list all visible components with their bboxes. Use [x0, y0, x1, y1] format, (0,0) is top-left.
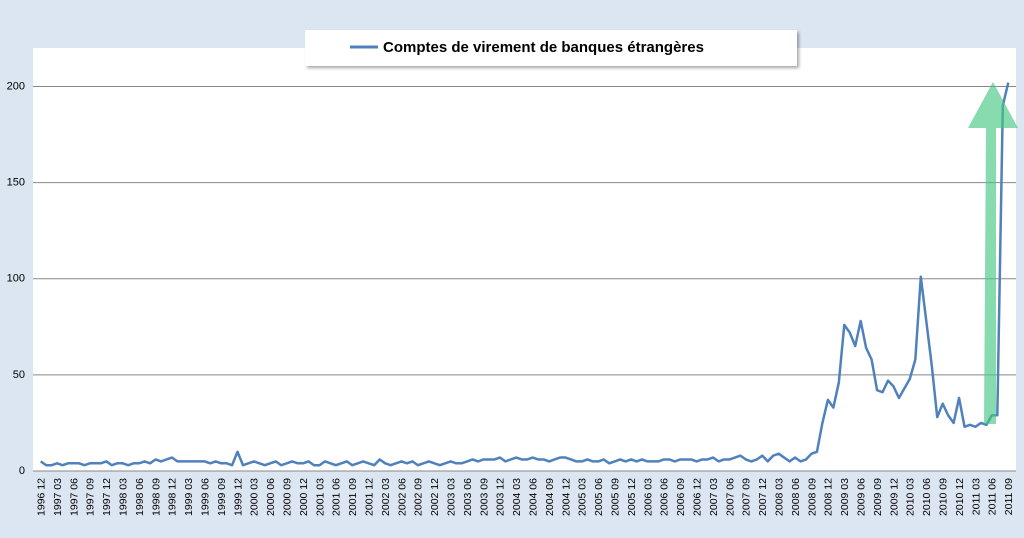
x-tick-label: 2000 06 [265, 478, 277, 516]
x-tick-label: 2000 12 [298, 478, 310, 516]
x-tick-label: 2007 03 [708, 478, 720, 516]
x-tick-label: 2003 06 [462, 478, 474, 516]
x-tick-label: 1999 03 [183, 478, 195, 516]
x-tick-label: 2003 12 [495, 478, 507, 516]
x-tick-label: 2003 03 [445, 478, 457, 516]
x-tick-label: 2008 03 [773, 478, 785, 516]
x-tick-label: 2002 06 [396, 478, 408, 516]
y-tick-label: 150 [7, 176, 25, 188]
data-line [40, 82, 1010, 467]
x-tick-label: 2001 12 [363, 478, 375, 516]
legend-label: Comptes de virement de banques étrangère… [383, 39, 704, 56]
x-tick-label: 2006 03 [642, 478, 654, 516]
x-tick-label: 2011 06 [987, 478, 999, 515]
x-tick-label: 1998 03 [118, 478, 130, 516]
x-tick-label: 2010 03 [905, 478, 917, 516]
x-tick-label: 2001 09 [347, 478, 359, 516]
labels: 0 50 100 150 200 1996 12 1997 03 1997 06 1997 09… [7, 80, 1015, 516]
x-tick-label: 2006 12 [691, 478, 703, 516]
x-tick-label: 2002 12 [429, 478, 441, 516]
x-tick-label: 2008 09 [806, 478, 818, 516]
x-tick-label: 2000 03 [249, 478, 261, 516]
x-tick-label: 2011 09 [1003, 478, 1015, 515]
x-tick-label: 2001 06 [331, 478, 343, 516]
x-tick-label: 1998 09 [150, 478, 162, 516]
x-tick-label: 1997 03 [52, 478, 64, 516]
x-tick-label: 1999 12 [232, 478, 244, 516]
x-tick-label: 2006 06 [659, 478, 671, 516]
x-tick-label: 2004 06 [527, 478, 539, 516]
x-tick-label: 2005 09 [609, 478, 621, 516]
x-tick-label: 1999 09 [216, 478, 228, 516]
x-tick-label: 2007 06 [724, 478, 736, 516]
x-tick-label: 1997 12 [101, 478, 113, 516]
x-tick-label: 2010 12 [954, 478, 966, 516]
legend-box [305, 30, 797, 66]
annotation-arrow [968, 82, 1018, 424]
y-tick-label: 0 [19, 465, 25, 477]
x-tick-label: 2004 03 [511, 478, 523, 516]
x-tick-label: 1996 12 [36, 478, 48, 516]
x-tick-label: 2005 06 [593, 478, 605, 516]
x-tick-label: 2001 03 [314, 478, 326, 516]
x-tick-label: 2004 09 [544, 478, 556, 516]
x-tick-label: 2003 09 [478, 478, 490, 516]
x-tick-label: 2007 09 [741, 478, 753, 516]
x-tick-label: 2009 09 [872, 478, 884, 516]
y-tick-label: 50 [13, 369, 25, 381]
x-tick-label: 2000 09 [281, 478, 293, 516]
plot-area [33, 48, 1016, 471]
x-tick-label: 2009 03 [839, 478, 851, 516]
x-tick-label: 1997 09 [85, 478, 97, 516]
x-tick-label: 2011 03 [970, 478, 982, 515]
x-tick-label: 1998 12 [167, 478, 179, 516]
x-tick-label: 2002 09 [413, 478, 425, 516]
x-tick-label: 1997 06 [68, 478, 80, 516]
legend: Comptes de virement de banques étrangère… [305, 30, 797, 66]
x-tick-label: 2005 12 [626, 478, 638, 516]
lines [40, 82, 1010, 467]
x-tick-label: 1998 06 [134, 478, 146, 516]
x-tick-label: 2008 12 [823, 478, 835, 516]
x-tick-label: 2004 12 [560, 478, 572, 516]
grid [33, 85, 1016, 472]
x-tick-label: 2010 06 [921, 478, 933, 516]
x-tick-label: 2008 06 [790, 478, 802, 516]
y-tick-label: 100 [7, 273, 25, 285]
x-tick-label: 2010 09 [937, 478, 949, 516]
x-tick-label: 2009 12 [888, 478, 900, 516]
x-tick-label: 2006 09 [675, 478, 687, 516]
x-tick-label: 2005 03 [577, 478, 589, 516]
y-tick-label: 200 [7, 80, 25, 92]
x-tick-label: 2009 06 [855, 478, 867, 516]
x-tick-label: 2002 03 [380, 478, 392, 516]
x-tick-label: 1999 06 [200, 478, 212, 516]
x-tick-label: 2007 12 [757, 478, 769, 516]
